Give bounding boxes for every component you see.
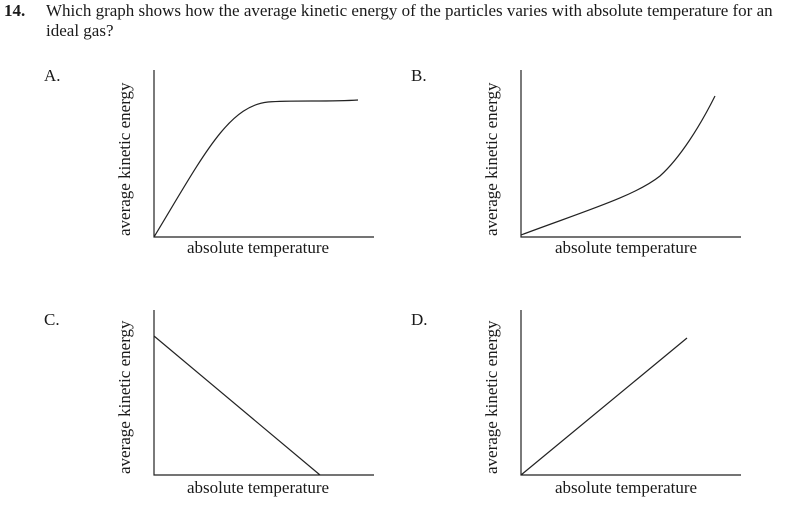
x-axis-label: absolute temperature xyxy=(555,238,697,257)
y-axis-label: average kinetic energy xyxy=(482,320,501,474)
curve-b xyxy=(520,95,716,236)
graph-option-b: average kinetic energy absolute temperat… xyxy=(482,70,741,257)
x-axis-label: absolute temperature xyxy=(555,478,697,497)
question-text: Which graph shows how the average kineti… xyxy=(46,1,773,40)
graph-option-d: average kinetic energy absolute temperat… xyxy=(482,310,741,497)
graph-option-c: average kinetic energy absolute temperat… xyxy=(115,310,374,497)
option-a-label: A. xyxy=(44,66,61,85)
x-axis-label: absolute temperature xyxy=(187,238,329,257)
graph-option-a: average kinetic energy absolute temperat… xyxy=(115,70,374,257)
axes xyxy=(153,70,374,238)
y-axis-label: average kinetic energy xyxy=(115,82,134,236)
curve-a xyxy=(153,99,359,238)
x-axis-label: absolute temperature xyxy=(187,478,329,497)
option-b-label: B. xyxy=(411,66,427,85)
y-axis-label: average kinetic energy xyxy=(115,320,134,474)
line-d xyxy=(520,337,688,476)
axes xyxy=(520,310,741,476)
option-c-label: C. xyxy=(44,310,60,329)
axes xyxy=(153,310,374,476)
axes xyxy=(520,70,741,238)
y-axis-label: average kinetic energy xyxy=(482,82,501,236)
line-c xyxy=(153,335,321,476)
option-d-label: D. xyxy=(411,310,428,329)
question-number: 14. xyxy=(4,1,26,20)
